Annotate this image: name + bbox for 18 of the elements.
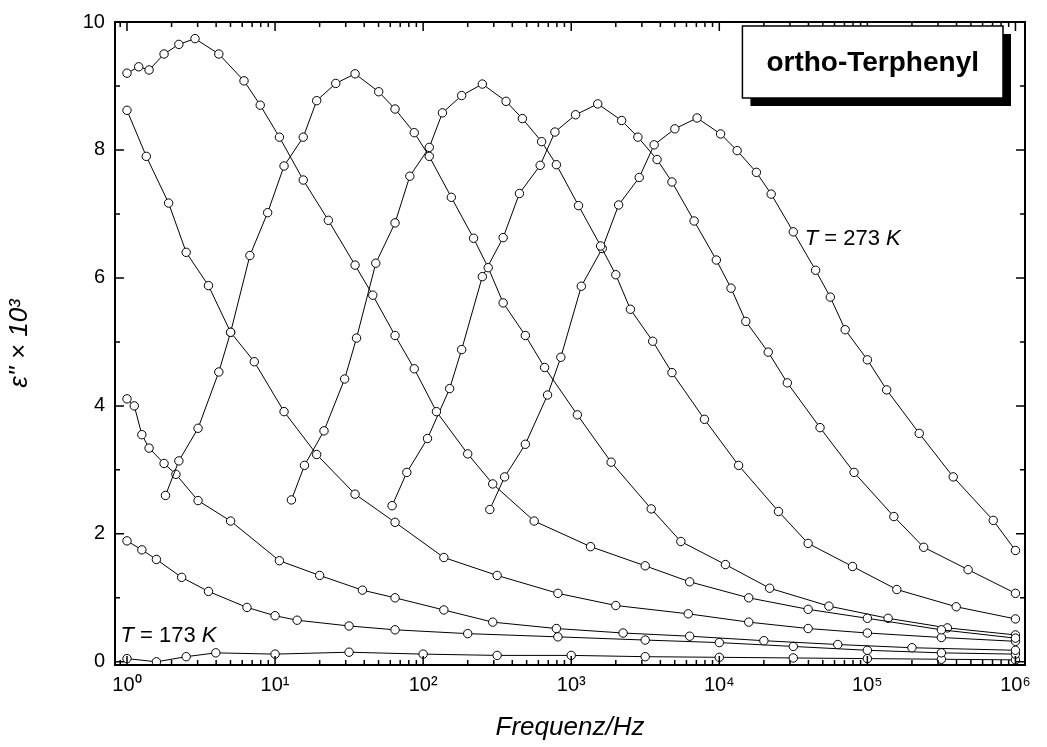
text: ortho-Terphenyl — [766, 45, 979, 77]
x-axis-title: Frequenz/Hz — [495, 710, 645, 741]
x-tick-label: 10⁴ — [703, 672, 735, 695]
x-tick-label: 10⁰ — [112, 672, 142, 695]
x-tick-label: 10¹ — [260, 672, 290, 695]
y-axis-title: ε'' × 10³ — [2, 297, 33, 388]
y-tick-label: 4 — [93, 393, 105, 416]
x-tick-label: 10⁵ — [852, 672, 883, 695]
annotation: T = 173 K — [120, 622, 218, 648]
x-tick-label: 10² — [408, 672, 438, 695]
y-tick-label: 0 — [93, 649, 105, 672]
y-tick-label: 10 — [82, 9, 105, 32]
y-tick-label: 6 — [93, 265, 105, 288]
y-tick-label: 2 — [93, 521, 105, 544]
y-tick-label: 8 — [93, 137, 105, 160]
x-tick-label: 10³ — [556, 672, 587, 695]
annotation: T = 273 K — [804, 225, 903, 251]
x-tick-label: 10⁶ — [1000, 672, 1031, 695]
